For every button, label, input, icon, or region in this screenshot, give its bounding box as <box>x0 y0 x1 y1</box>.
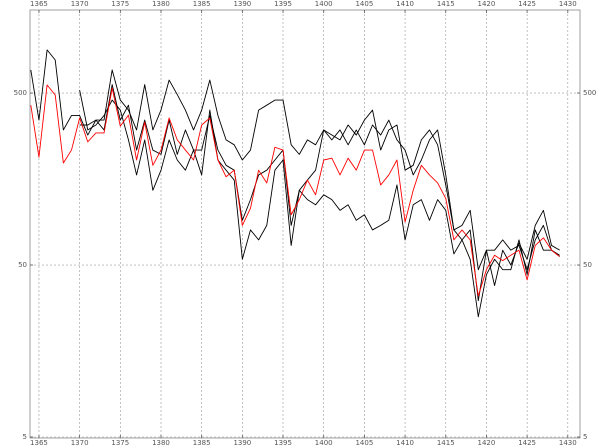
x-tick-label: 1430 <box>559 0 577 8</box>
x-tick-label: 1370 <box>71 439 89 447</box>
x-tick-label: 1390 <box>233 0 251 8</box>
x-tick-label: 1375 <box>111 439 129 447</box>
plot-frame <box>29 9 581 439</box>
x-tick-label: 1410 <box>396 0 414 8</box>
x-tick-label: 1425 <box>518 439 536 447</box>
x-tick-label: 1395 <box>274 0 292 8</box>
x-tick-label: 1415 <box>437 439 455 447</box>
x-tick-label: 1370 <box>71 0 89 8</box>
x-tick-label: 1410 <box>396 439 414 447</box>
x-tick-label: 1385 <box>193 439 211 447</box>
x-tick-label: 1405 <box>355 439 373 447</box>
y-tick-label: 5 <box>23 433 27 441</box>
x-tick-label: 1375 <box>111 0 129 8</box>
x-tick-label: 1365 <box>30 439 48 447</box>
y-tick-label: 500 <box>14 89 27 97</box>
y-tick-label: 5 <box>583 433 587 441</box>
series-line <box>30 49 560 286</box>
x-tick-label: 1390 <box>233 439 251 447</box>
x-tick-label: 1365 <box>30 0 48 8</box>
series-line <box>79 90 560 318</box>
series-line <box>30 84 560 297</box>
x-tick-label: 1380 <box>152 439 170 447</box>
x-tick-label: 1395 <box>274 439 292 447</box>
y-tick-label: 500 <box>583 89 596 97</box>
x-tick-label: 1400 <box>315 439 333 447</box>
x-tick-label: 1425 <box>518 0 536 8</box>
x-tick-label: 1430 <box>559 439 577 447</box>
x-tick-label: 1420 <box>478 439 496 447</box>
x-tick-label: 1405 <box>355 0 373 8</box>
y-tick-label: 50 <box>583 261 592 269</box>
x-tick-label: 1415 <box>437 0 455 8</box>
y-tick-label: 50 <box>18 261 27 269</box>
x-tick-label: 1400 <box>315 0 333 8</box>
x-tick-label: 1420 <box>478 0 496 8</box>
x-tick-label: 1380 <box>152 0 170 8</box>
x-tick-label: 1385 <box>193 0 211 8</box>
